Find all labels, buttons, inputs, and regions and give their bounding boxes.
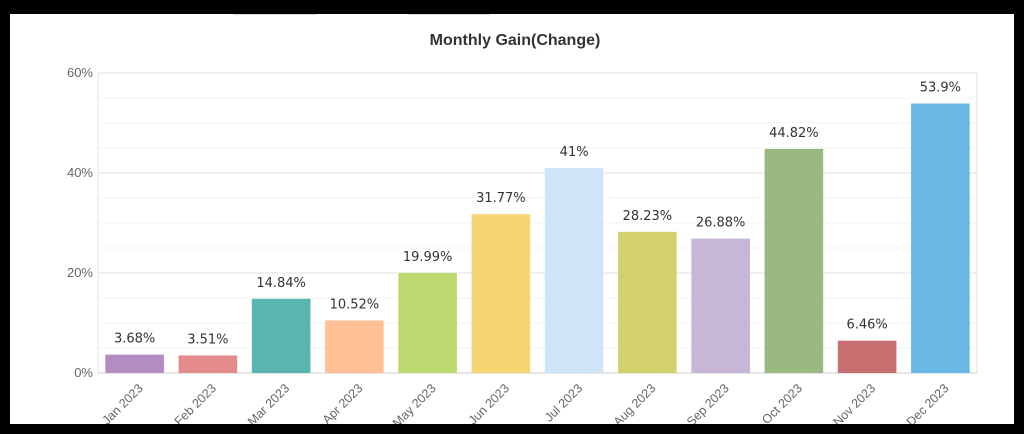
bar xyxy=(398,273,457,373)
bar-chart: Monthly Gain(Change) 0%20%40%60% 3.68% 3.… xyxy=(67,32,978,424)
data-label: 3.51% xyxy=(187,332,228,347)
bar xyxy=(105,354,164,373)
x-tick-label: Jun 2023 xyxy=(466,381,512,424)
data-label: 19.99% xyxy=(403,250,453,265)
y-tick-label: 60% xyxy=(67,65,93,80)
x-tick-label: Feb 2023 xyxy=(172,381,219,424)
bar xyxy=(544,168,604,373)
bar xyxy=(178,355,238,373)
data-label: 44.82% xyxy=(769,126,819,141)
x-tick-label: Dec 2023 xyxy=(904,381,952,424)
x-tick-label: Mar 2023 xyxy=(245,381,292,424)
x-tick-label: Nov 2023 xyxy=(831,381,879,424)
x-tick-label: Jan 2023 xyxy=(99,381,145,424)
minor-gridlines xyxy=(98,97,977,349)
data-label: 53.9% xyxy=(920,81,961,96)
bar xyxy=(618,231,677,373)
y-tick-label: 40% xyxy=(67,165,93,180)
bar xyxy=(764,148,824,373)
bar xyxy=(691,238,750,373)
top-tab-left xyxy=(234,14,316,15)
major-gridlines xyxy=(98,72,977,374)
data-label: 14.84% xyxy=(256,276,306,291)
bar xyxy=(251,298,311,373)
data-label: 41% xyxy=(560,145,589,160)
x-tick-label: Apr 2023 xyxy=(320,381,366,424)
data-label: 28.23% xyxy=(623,209,673,224)
y-tick-label: 20% xyxy=(67,265,93,280)
data-label: 6.46% xyxy=(846,318,887,333)
x-axis-labels: Jan 2023 Feb 2023 Mar 2023 Apr 2023 May 2023… xyxy=(99,381,951,424)
data-labels: 3.68% 3.51% 14.84% 10.52% 19.99% 31.77% 41% 28.… xyxy=(114,81,961,348)
data-label: 3.68% xyxy=(114,332,155,347)
bar xyxy=(325,320,384,373)
top-tab-right xyxy=(408,14,490,15)
x-tick-label: Aug 2023 xyxy=(611,381,659,424)
data-label: 31.77% xyxy=(476,191,526,206)
x-tick-label: Oct 2023 xyxy=(759,381,805,424)
x-tick-label: Sep 2023 xyxy=(684,381,732,424)
bar xyxy=(911,103,970,373)
x-tick-label: May 2023 xyxy=(390,381,439,424)
bar xyxy=(471,214,531,373)
x-tick-label: Jul 2023 xyxy=(542,381,585,424)
bars xyxy=(105,103,970,373)
chart-title: Monthly Gain(Change) xyxy=(430,32,601,49)
y-tick-label: 0% xyxy=(74,365,93,380)
bar xyxy=(837,340,897,373)
data-label: 26.88% xyxy=(696,216,746,231)
data-label: 10.52% xyxy=(330,297,380,312)
y-axis-labels: 0% 20% 40% 60% xyxy=(67,65,93,380)
